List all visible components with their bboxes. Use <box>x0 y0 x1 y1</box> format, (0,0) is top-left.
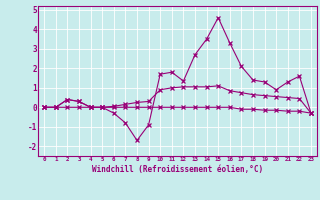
X-axis label: Windchill (Refroidissement éolien,°C): Windchill (Refroidissement éolien,°C) <box>92 165 263 174</box>
